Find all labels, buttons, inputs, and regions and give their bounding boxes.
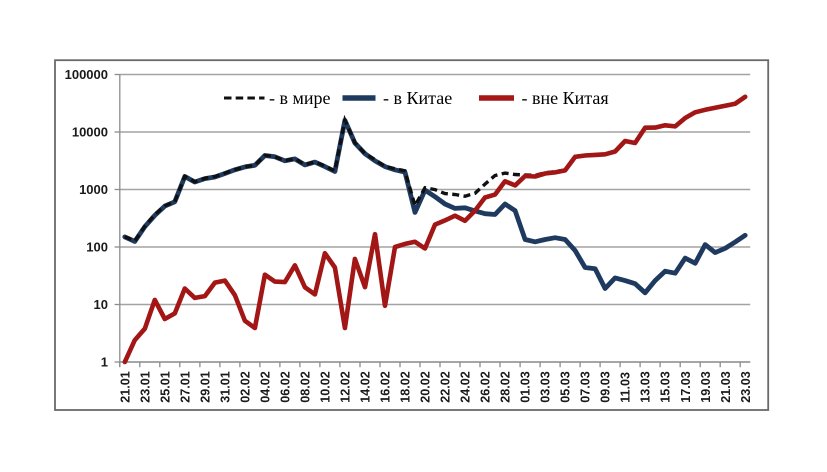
svg-text:01.03: 01.03	[519, 371, 533, 403]
svg-text:11.03: 11.03	[619, 372, 633, 403]
svg-text:25.01: 25.01	[158, 371, 172, 403]
svg-text:31.01: 31.01	[219, 371, 233, 403]
svg-text:18.02: 18.02	[399, 371, 413, 403]
svg-text:27.01: 27.01	[178, 371, 192, 403]
svg-text:24.02: 24.02	[459, 371, 473, 403]
svg-text:13.03: 13.03	[639, 371, 653, 403]
svg-text:07.03: 07.03	[579, 371, 593, 403]
svg-text:1: 1	[101, 355, 108, 370]
svg-text:28.02: 28.02	[499, 371, 513, 403]
svg-text:16.02: 16.02	[379, 371, 393, 403]
svg-text:100: 100	[86, 240, 108, 255]
svg-text:17.03: 17.03	[679, 371, 693, 403]
svg-text:02.02: 02.02	[239, 371, 253, 403]
svg-text:10000: 10000	[72, 125, 108, 140]
svg-text:08.02: 08.02	[299, 371, 313, 403]
svg-text:- в мире: - в мире	[269, 88, 331, 108]
svg-text:23.03: 23.03	[739, 371, 753, 403]
svg-text:19.03: 19.03	[699, 371, 713, 403]
svg-text:100000: 100000	[65, 67, 108, 82]
svg-text:21.03: 21.03	[719, 371, 733, 403]
svg-text:29.01: 29.01	[199, 371, 213, 403]
svg-text:10.02: 10.02	[319, 371, 333, 403]
svg-text:05.03: 05.03	[559, 371, 573, 403]
svg-text:- вне Китая: - вне Китая	[522, 88, 609, 108]
svg-text:- в Китае: - в Китае	[383, 88, 452, 108]
svg-text:06.02: 06.02	[279, 371, 293, 403]
svg-text:10: 10	[94, 297, 108, 312]
svg-text:1000: 1000	[79, 182, 108, 197]
svg-text:23.01: 23.01	[138, 371, 152, 403]
svg-text:09.03: 09.03	[599, 371, 613, 403]
svg-text:12.02: 12.02	[339, 371, 353, 403]
svg-text:14.02: 14.02	[359, 371, 373, 403]
svg-text:15.03: 15.03	[659, 371, 673, 403]
svg-text:04.02: 04.02	[259, 371, 273, 403]
svg-text:20.02: 20.02	[419, 371, 433, 403]
svg-text:21.01: 21.01	[118, 371, 132, 403]
svg-text:22.02: 22.02	[439, 371, 453, 403]
svg-text:26.02: 26.02	[479, 371, 493, 403]
svg-text:03.03: 03.03	[539, 371, 553, 403]
